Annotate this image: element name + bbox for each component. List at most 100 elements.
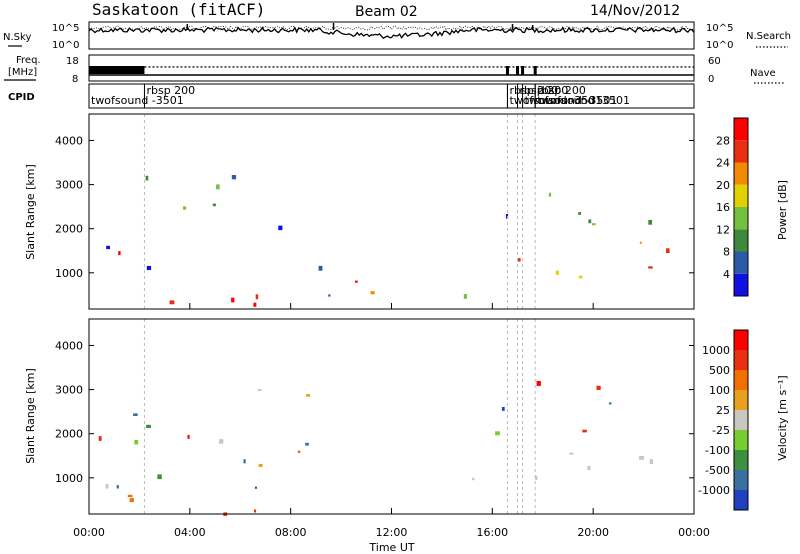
echo-cell [495, 431, 500, 436]
echo-cell [370, 291, 375, 295]
echo-cell [328, 294, 331, 297]
freq-marker [533, 66, 537, 75]
echo-cell [355, 280, 358, 283]
freq-right-tick-bottom: 0 [708, 74, 714, 85]
echo-cell [134, 439, 139, 445]
power-cb-tick-label: 8 [723, 246, 730, 259]
velocity-y-tick-label: 1000 [55, 472, 83, 485]
cpid-entry-label: twofsound -3501 [537, 94, 630, 107]
beam-label: Beam 02 [355, 4, 418, 20]
velocity-cb-swatch [734, 430, 748, 450]
echo-cell [98, 436, 102, 441]
echo-cell [639, 456, 644, 460]
power-cb-tick-label: 24 [716, 157, 730, 170]
freq-block [89, 66, 145, 74]
noise-trace [88, 23, 695, 40]
power-cb-swatch [734, 162, 748, 185]
velocity-cb-swatch [734, 470, 748, 490]
x-axis-label: Time UT [368, 541, 414, 554]
echo-cell [116, 485, 119, 489]
power-cb-tick-label: 12 [716, 223, 730, 236]
velocity-cb-tick-label: -1000 [698, 484, 730, 497]
freq-tick-bottom: 8 [72, 74, 78, 85]
power-cb-swatch [734, 184, 748, 207]
x-tick-label: 16:00 [476, 526, 508, 539]
echo-cell [578, 275, 583, 279]
velocity-cb-swatch [734, 350, 748, 370]
velocity-ylabel: Slant Range [km] [24, 368, 37, 464]
velocity-cb-swatch [734, 410, 748, 430]
echo-cell [297, 450, 301, 453]
echo-cell [257, 389, 262, 392]
x-tick-label: 20:00 [577, 526, 609, 539]
noise-tick-top: 10^5 [52, 23, 79, 34]
echo-cell [592, 223, 596, 226]
power-colorbar-label: Power [dB] [776, 180, 789, 240]
x-tick-label: 12:00 [376, 526, 408, 539]
freq-panel-frame [88, 54, 695, 82]
power-y-tick-label: 4000 [55, 134, 83, 147]
power-cb-swatch [734, 273, 748, 296]
velocity-cb-tick-label: 100 [709, 384, 730, 397]
echo-cell [169, 300, 175, 305]
velocity-cb-swatch [734, 450, 748, 470]
echo-cell [569, 452, 574, 455]
echo-cell [254, 509, 257, 513]
noise-right-label: N.Search [746, 31, 791, 42]
echo-cell [648, 219, 653, 225]
echo-cell [501, 407, 505, 411]
cpid-entry-label: rbsp 200 [520, 84, 569, 97]
power-cb-tick-label: 16 [716, 201, 730, 214]
velocity-cb-swatch [734, 370, 748, 390]
echo-cell [219, 439, 224, 444]
power-cb-tick-label: 28 [716, 134, 730, 147]
echo-cell [463, 294, 467, 299]
velocity-y-tick-label: 2000 [55, 428, 83, 441]
noise-left-label: N.Sky [3, 32, 31, 43]
freq-marker [505, 66, 509, 75]
power-cb-frame [733, 117, 749, 297]
date-label: 14/Nov/2012 [590, 3, 680, 19]
velocity-cb-tick-label: 1000 [702, 344, 730, 357]
echo-cell [648, 266, 653, 269]
freq-label-line2: [MHz] [8, 67, 37, 78]
echo-cell [243, 459, 246, 464]
echo-cell [536, 381, 541, 386]
cpid-entry-label: rbsp 200 [146, 84, 195, 97]
nave-label: Nave [750, 68, 776, 79]
echo-cell [649, 459, 653, 464]
freq-right-tick-top: 60 [708, 56, 721, 67]
power-echoes [106, 175, 670, 307]
noise-right-tick-top: 10^5 [706, 23, 733, 34]
velocity-panel: 1000 2000 3000 4000 Slant Range [km] [24, 318, 695, 516]
noise-panel-frame [88, 21, 695, 50]
power-cb-swatch [734, 251, 748, 274]
power-panel-bg [89, 114, 694, 309]
velocity-cb-swatch [734, 490, 748, 510]
echo-cell [535, 475, 538, 480]
velocity-yticks: 1000 2000 3000 4000 [55, 339, 694, 485]
echo-cell [212, 203, 216, 207]
echo-cell [118, 251, 121, 256]
echo-cell [517, 258, 521, 262]
station-title: Saskatoon (fitACF) [92, 0, 265, 19]
power-cb-swatch [734, 229, 748, 252]
velocity-cb-swatch [734, 330, 748, 350]
echo-cell [231, 297, 235, 303]
echo-cell [231, 175, 237, 180]
cpid-entry-label: rbsp 200 [537, 84, 586, 97]
echo-cell [133, 413, 138, 416]
power-colorbar: 4 8 12 16 20 24 28 [716, 117, 749, 297]
x-tick-label: 00:00 [73, 526, 105, 539]
noise-right-tick-bottom: 10^0 [706, 40, 733, 51]
echo-cell [145, 175, 149, 181]
power-ylabel: Slant Range [km] [24, 164, 37, 260]
power-cb-tick-label: 4 [723, 268, 730, 281]
x-tick-label: 00:00 [678, 526, 710, 539]
echo-cell [639, 241, 642, 244]
power-panel: 1000 2000 3000 4000 Slant Range [km] [24, 113, 695, 310]
velocity-cb-tick-label: -25 [712, 424, 730, 437]
velocity-cb-tick-label: 500 [709, 364, 730, 377]
echo-cell [255, 294, 259, 300]
